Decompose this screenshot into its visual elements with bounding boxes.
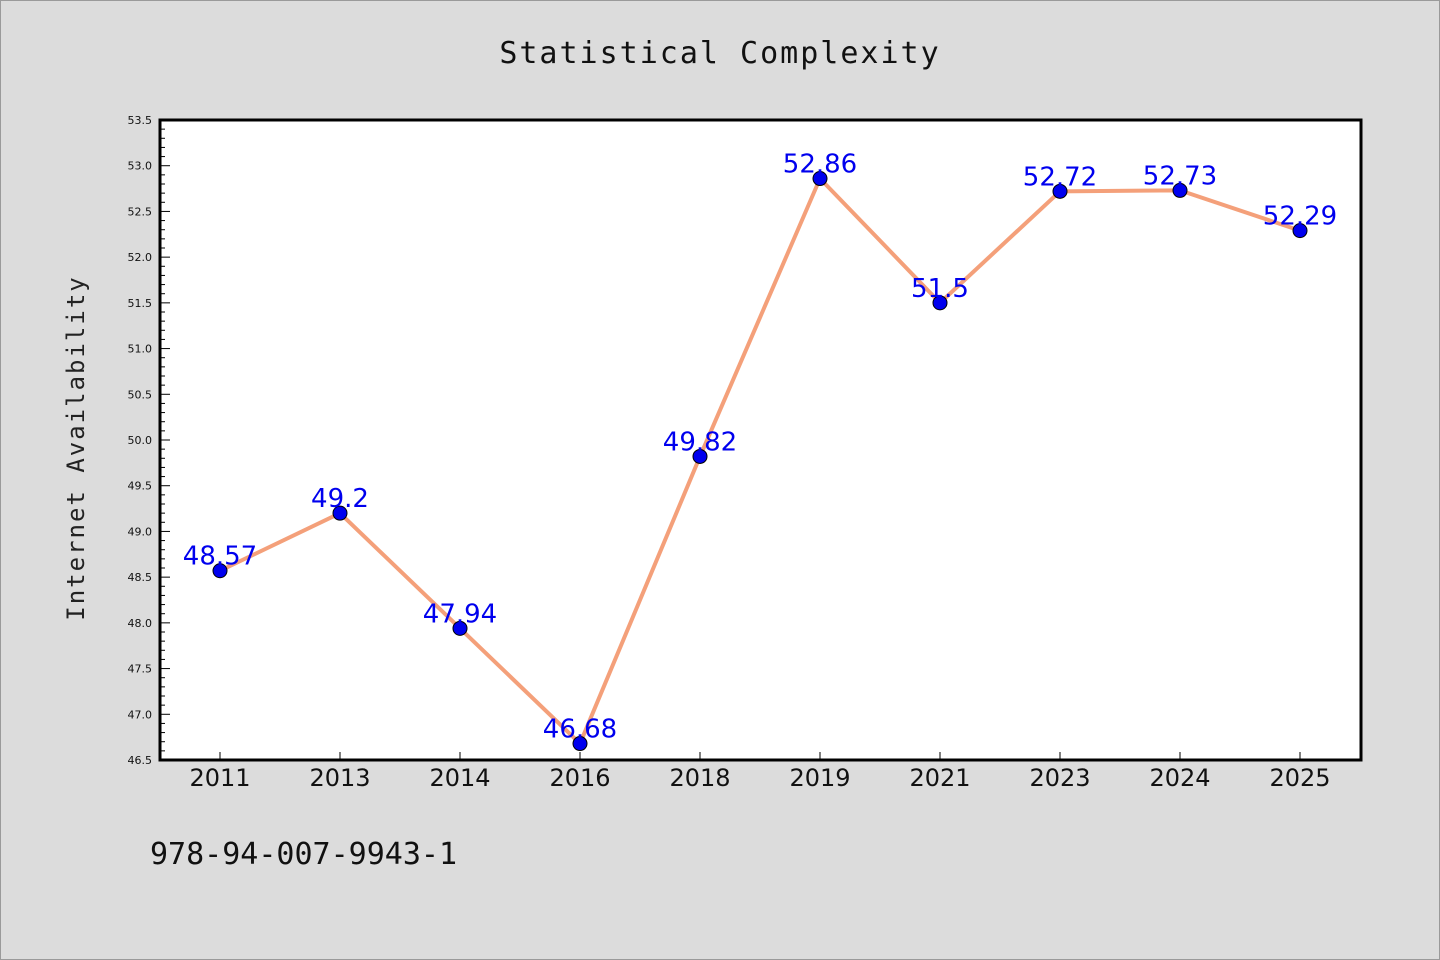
x-tick-label: 2023 bbox=[1029, 764, 1090, 792]
data-point bbox=[812, 171, 828, 187]
data-label: 47.94 bbox=[423, 599, 497, 629]
data-point bbox=[932, 295, 948, 311]
data-label: 49.2 bbox=[311, 484, 369, 514]
x-tick-label: 2019 bbox=[789, 764, 850, 792]
data-labels: 48.57 49.2 47.94 46.68 49.82 52.86 51.5 52.72 52… bbox=[183, 150, 1337, 745]
x-tick-label: 2018 bbox=[669, 764, 730, 792]
y-axis: 46.5 47.0 47.5 48.0 48.5 49.0 49.5 50.0 50.5 51.0… bbox=[128, 114, 170, 767]
y-tick-label: 53.5 bbox=[128, 114, 153, 127]
data-point bbox=[1292, 223, 1308, 239]
x-tick-label: 2013 bbox=[309, 764, 370, 792]
x-tick-label: 2016 bbox=[549, 764, 610, 792]
y-tick-label: 48.0 bbox=[128, 617, 153, 630]
y-tick-label: 49.0 bbox=[128, 525, 153, 538]
data-label: 52.73 bbox=[1143, 161, 1217, 191]
data-label: 46.68 bbox=[543, 715, 617, 745]
y-tick-label: 47.0 bbox=[128, 708, 153, 721]
chart-title: Statistical Complexity bbox=[499, 36, 940, 71]
data-point bbox=[452, 620, 468, 636]
x-tick-label: 2014 bbox=[429, 764, 490, 792]
data-point bbox=[692, 448, 708, 464]
x-tick-label: 2024 bbox=[1149, 764, 1210, 792]
y-axis-label: Internet Availability bbox=[62, 275, 90, 620]
data-point bbox=[332, 505, 348, 521]
data-label: 52.29 bbox=[1263, 202, 1337, 232]
data-point bbox=[572, 736, 588, 752]
y-tick-label: 50.5 bbox=[128, 388, 153, 401]
data-label: 49.82 bbox=[663, 427, 737, 457]
data-label: 48.57 bbox=[183, 542, 257, 572]
data-point bbox=[212, 563, 228, 579]
data-label: 52.72 bbox=[1023, 162, 1097, 192]
y-tick-label: 52.5 bbox=[128, 205, 153, 218]
x-tick-label: 2025 bbox=[1269, 764, 1330, 792]
data-point bbox=[1052, 183, 1068, 199]
x-axis: 2011 2013 2014 2016 2018 2019 2021 2023 2024 2025 bbox=[189, 752, 1331, 792]
y-tick-label: 46.5 bbox=[128, 754, 153, 767]
data-label: 52.86 bbox=[783, 150, 857, 180]
y-tick-label: 48.5 bbox=[128, 571, 153, 584]
series-markers bbox=[212, 171, 1308, 752]
y-tick-label: 51.5 bbox=[128, 297, 153, 310]
data-label: 51.5 bbox=[911, 274, 969, 304]
x-tick-label: 2011 bbox=[189, 764, 250, 792]
x-tick-label: 2021 bbox=[909, 764, 970, 792]
y-tick-label: 49.5 bbox=[128, 480, 153, 493]
footer-code: 978-94-007-9943-1 bbox=[150, 837, 457, 872]
series-line bbox=[219, 176, 1301, 746]
y-tick-label: 51.0 bbox=[128, 343, 153, 356]
plot-area bbox=[158, 118, 1363, 762]
data-point bbox=[1172, 182, 1188, 198]
y-tick-label: 53.0 bbox=[128, 160, 153, 173]
y-tick-label: 47.5 bbox=[128, 663, 153, 676]
y-tick-label: 50.0 bbox=[128, 434, 153, 447]
y-tick-label: 52.0 bbox=[128, 251, 153, 264]
